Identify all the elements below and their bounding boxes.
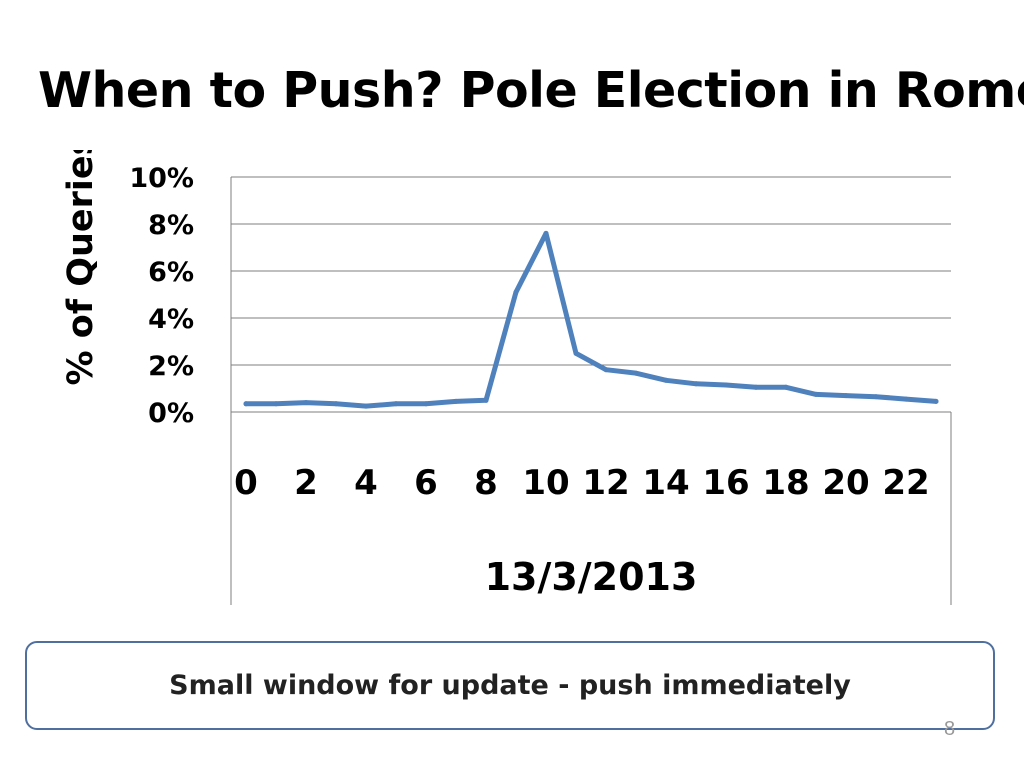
x-tick-label: 18 <box>762 463 809 503</box>
data-point <box>873 394 879 400</box>
series-line <box>243 230 939 409</box>
x-tick-label: 4 <box>354 463 378 503</box>
y-tick-label: 8% <box>148 210 194 241</box>
gridlines <box>231 176 951 413</box>
data-point <box>543 230 549 236</box>
data-point <box>303 400 309 406</box>
y-tick-label: 4% <box>148 304 194 335</box>
x-tick-label: 22 <box>882 463 929 503</box>
callout-box: Small window for update - push immediate… <box>25 641 995 730</box>
x-tick-label: 12 <box>582 463 629 503</box>
y-axis-ticks: 0% 2% 4% 6% 8% 10% <box>129 163 194 429</box>
data-point <box>423 401 429 407</box>
data-point <box>453 398 459 404</box>
data-point <box>273 401 279 407</box>
line-chart: 0% 2% 4% 6% 8% 10% 0 2 4 6 8 10 12 14 16 18 20 22 % of Q… <box>61 150 952 605</box>
x-tick-label: 0 <box>234 463 258 503</box>
x-tick-label: 6 <box>414 463 438 503</box>
series-layer <box>243 230 939 409</box>
page-number: 8 <box>944 718 956 740</box>
data-point <box>603 367 609 373</box>
data-point <box>483 397 489 403</box>
x-tick-label: 10 <box>522 463 569 503</box>
x-axis-ticks: 0 2 4 6 8 10 12 14 16 18 20 22 <box>234 463 930 503</box>
x-tick-label: 8 <box>474 463 498 503</box>
x-tick-label: 2 <box>294 463 318 503</box>
data-point <box>813 391 819 397</box>
data-point <box>723 382 729 388</box>
callout-text: Small window for update - push immediate… <box>169 670 851 701</box>
data-point <box>243 401 249 407</box>
data-point <box>363 403 369 409</box>
x-tick-label: 14 <box>642 463 689 503</box>
x-tick-label: 20 <box>822 463 869 503</box>
data-point <box>573 350 579 356</box>
y-tick-label: 0% <box>148 398 194 429</box>
data-point <box>513 289 519 295</box>
data-point <box>933 398 939 404</box>
y-tick-label: 6% <box>148 257 194 288</box>
data-point <box>753 384 759 390</box>
data-point <box>903 396 909 402</box>
data-point <box>843 393 849 399</box>
slide-title: When to Push? Pole Election in Rome <box>38 62 1024 119</box>
x-tick-label: 16 <box>702 463 749 503</box>
data-point <box>333 401 339 407</box>
data-point <box>633 370 639 376</box>
y-axis-label: % of Queries <box>61 150 101 385</box>
data-point <box>393 401 399 407</box>
y-tick-label: 10% <box>129 163 194 194</box>
data-point <box>783 384 789 390</box>
data-point <box>693 381 699 387</box>
y-tick-label: 2% <box>148 351 194 382</box>
plot-frame <box>230 177 952 605</box>
data-point <box>663 377 669 383</box>
x-axis-label: 13/3/2013 <box>485 555 698 599</box>
